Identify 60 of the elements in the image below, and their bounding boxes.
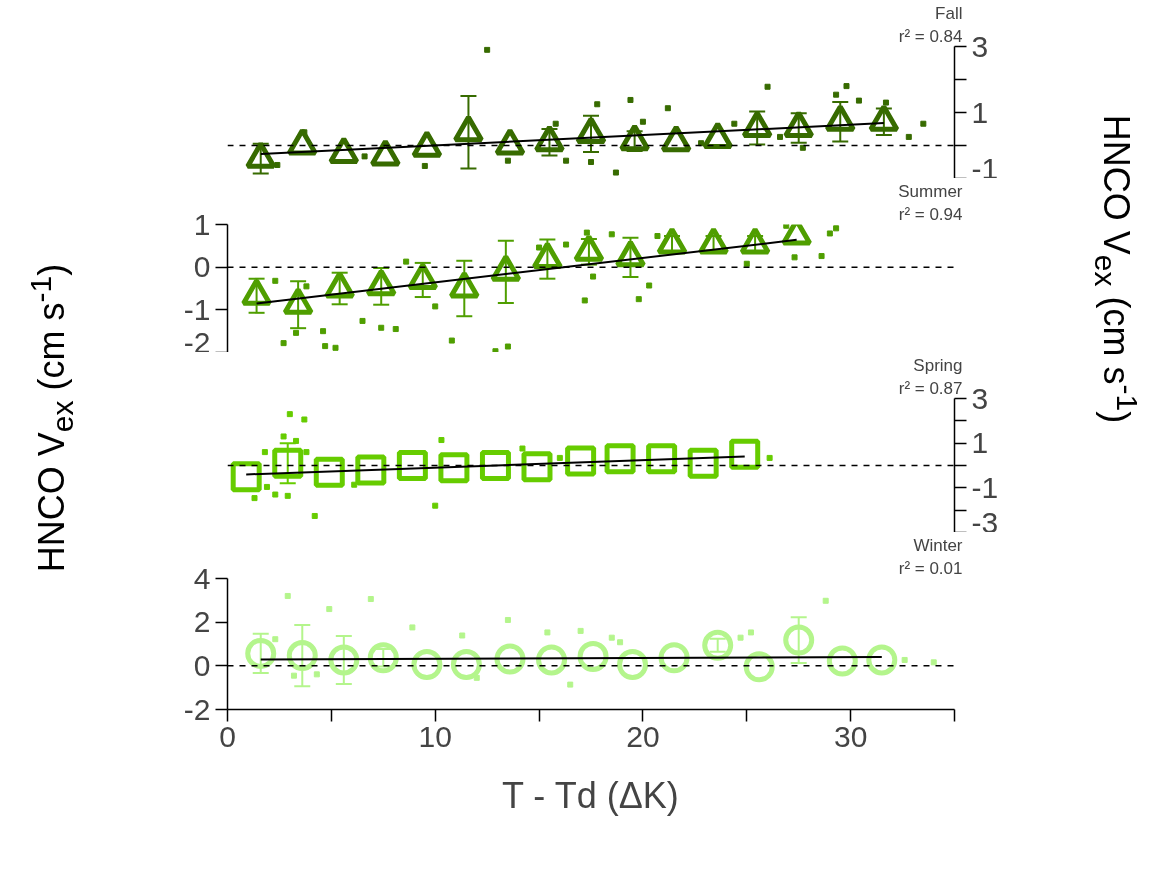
point: [328, 644, 360, 676]
point: [826, 645, 858, 677]
point: [367, 596, 374, 603]
y2-tick-label: 1: [971, 426, 989, 460]
point: [245, 637, 277, 669]
point: [367, 642, 399, 674]
point: [567, 681, 574, 688]
point: [822, 597, 829, 604]
y-tick-label: 4: [193, 561, 211, 595]
y-tick-label: 1: [193, 207, 211, 241]
point: [866, 644, 898, 676]
point: [313, 671, 320, 678]
point: [783, 624, 815, 656]
point: [284, 592, 291, 599]
y-tick-label: 2: [193, 605, 211, 639]
point: [617, 649, 649, 680]
y-tick-label: 0: [193, 250, 211, 284]
point: [608, 634, 615, 641]
point: [577, 640, 609, 672]
point: [409, 624, 416, 631]
point: [544, 629, 551, 636]
point: [286, 640, 318, 672]
point: [577, 627, 584, 634]
text: r² = 0.84: [898, 26, 963, 46]
point: [504, 616, 511, 623]
y2-tick-label: -1: [971, 470, 999, 504]
y2-tick-label: 3: [971, 29, 989, 63]
x-tick-label: 30: [833, 719, 868, 753]
y2-tick-label: 1: [971, 95, 989, 129]
y2-tick-label: -3: [971, 505, 999, 539]
point: [450, 649, 482, 680]
point: [747, 629, 754, 636]
x-tick-label: 20: [626, 719, 660, 753]
point: [901, 656, 908, 663]
y-tick-label: -1: [183, 292, 211, 326]
text: Spring: [913, 355, 963, 375]
y2-tick-label: -1: [971, 151, 999, 185]
y2-tick-label: 3: [971, 381, 989, 415]
text: r² = 0.01: [898, 558, 963, 578]
point: [459, 632, 466, 639]
x-axis-title: T - Td (ΔK): [501, 774, 679, 816]
point: [411, 649, 443, 680]
text: Fall: [935, 3, 963, 23]
x-tick-label: 0: [219, 719, 236, 753]
point: [737, 634, 744, 641]
point: [272, 636, 279, 643]
y-tick-label: -2: [183, 692, 211, 726]
point: [494, 643, 526, 675]
point: [536, 644, 568, 676]
point: [617, 639, 624, 646]
text: r² = 0.87: [898, 378, 963, 398]
y-tick-label: -2: [183, 325, 211, 359]
text: Summer: [898, 181, 963, 201]
text: Winter: [913, 535, 963, 555]
text: r² = 0.94: [898, 204, 963, 224]
point: [290, 672, 297, 679]
point: [930, 659, 937, 666]
x-tick-label: 10: [418, 719, 452, 753]
point: [326, 606, 333, 613]
y-tick-label: 0: [193, 648, 211, 682]
